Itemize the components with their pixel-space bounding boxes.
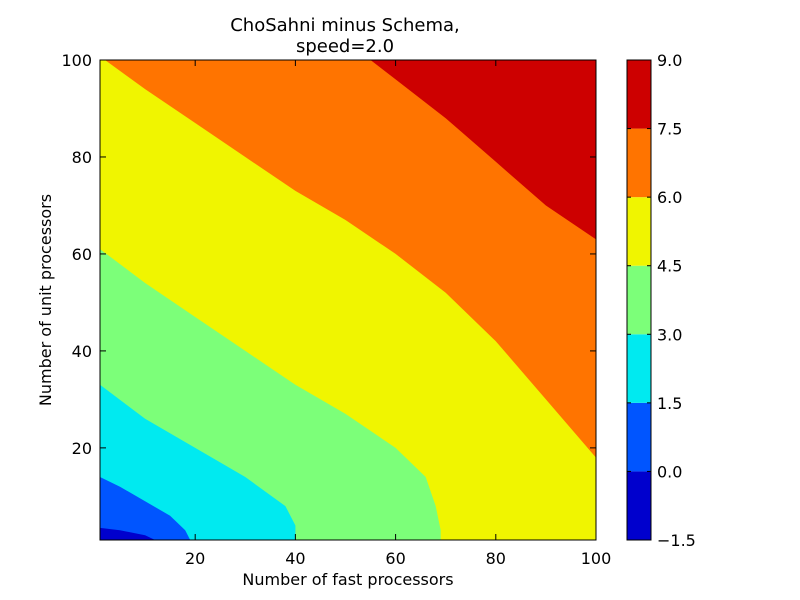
- colorbar-tick-label: 1.5: [657, 394, 682, 413]
- y-tick-label: 100: [61, 51, 92, 70]
- colorbar-segment: [627, 402, 651, 472]
- y-tick-label: 20: [72, 439, 92, 458]
- x-axis: 20 40 60 80 100: [185, 60, 611, 568]
- colorbar-frame: [626, 59, 652, 541]
- x-axis-label: Number of fast processors: [242, 570, 453, 589]
- x-tick-label: 40: [285, 549, 305, 568]
- plot-area: [100, 60, 596, 540]
- x-tick-label: 80: [486, 549, 506, 568]
- colorbar-segment: [627, 60, 651, 129]
- chart-title-line-1: ChoSahni minus Schema,: [230, 15, 460, 36]
- chart-title-line-2: speed=2.0: [296, 36, 394, 57]
- contour-band-above-7-5: [370, 60, 596, 240]
- x-tick-label: 60: [385, 549, 405, 568]
- y-axis-label: Number of unit processors: [36, 194, 55, 406]
- colorbar-segment: [627, 197, 651, 266]
- colorbar-tick-label: 3.0: [657, 325, 682, 344]
- y-axis: 20 40 60 80 100: [61, 51, 596, 458]
- colorbar-tick-label: 4.5: [657, 257, 682, 276]
- colorbar-tick-label: 0.0: [657, 462, 682, 481]
- colorbar-tick-label: −1.5: [657, 531, 696, 550]
- y-tick-label: 80: [72, 148, 92, 167]
- y-tick-label: 60: [72, 245, 92, 264]
- contour-band-above-6: [105, 60, 596, 458]
- colorbar-tick-label: 6.0: [657, 188, 682, 207]
- x-tick-label: 20: [185, 549, 205, 568]
- colorbar-segment: [627, 128, 651, 198]
- colorbar-tick-label: 9.0: [657, 51, 682, 70]
- colorbar-segment: [627, 265, 651, 335]
- x-tick-label: 100: [581, 549, 612, 568]
- colorbar-segment: [627, 334, 651, 403]
- colorbar: −1.5 0.0 1.5 3.0 4.5 6.0 7.5 9.0: [626, 51, 696, 550]
- colorbar-tick-label: 7.5: [657, 120, 682, 139]
- colorbar-segment: [627, 471, 651, 540]
- y-tick-label: 40: [72, 342, 92, 361]
- plot-frame: [99, 59, 597, 541]
